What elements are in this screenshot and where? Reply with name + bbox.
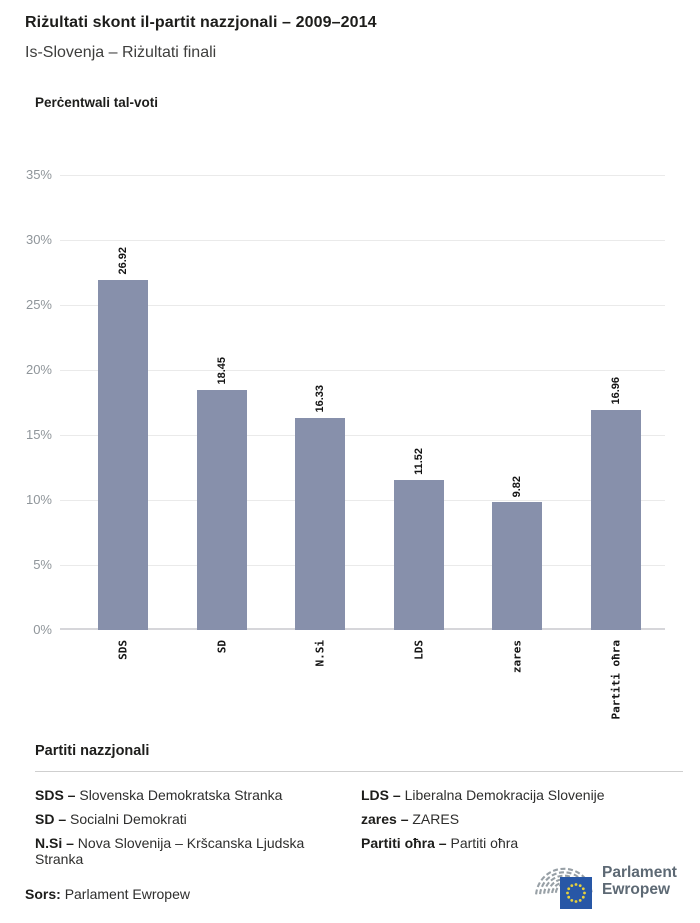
legend-term: LDS –: [361, 787, 401, 803]
bar-value-label: 9.82: [511, 475, 524, 497]
y-tick-label: 10%: [25, 492, 52, 507]
legend-definition: Nova Slovenija – Kršcanska Ljudska Stran…: [35, 835, 305, 867]
legend-item-partiti-ohra: Partiti oħra – Partiti oħra: [361, 835, 681, 859]
x-category-label: Partiti oħra: [609, 640, 623, 720]
x-category-label: SD: [215, 640, 229, 654]
x-axis-line: [60, 628, 665, 630]
bar-value-label: 18.45: [215, 357, 228, 385]
legend-item-lds: LDS – Liberalna Demokracija Slovenije: [361, 787, 681, 811]
y-tick-label: 5%: [33, 557, 52, 572]
source-value: Parlament Ewropew: [64, 886, 190, 902]
bar-SD: [196, 390, 247, 630]
bar-SDS: [98, 280, 149, 630]
page-subtitle: Is-Slovenja – Riżultati finali: [25, 44, 217, 61]
x-category-label: SDS: [116, 640, 130, 660]
y-tick-label: 25%: [25, 297, 52, 312]
legend-term: Partiti oħra –: [361, 835, 447, 851]
y-tick-label: 35%: [25, 167, 52, 182]
european-parliament-logo: Parlament Ewropew: [528, 854, 696, 916]
legend-column-2: LDS – Liberalna Demokracija Slovenije za…: [361, 787, 681, 859]
legend-definition: Socialni Demokrati: [70, 811, 187, 827]
bar-N.Si: [295, 418, 346, 630]
x-category-label: zares: [510, 640, 524, 674]
legend-term: SD –: [35, 811, 67, 827]
gridline: [60, 500, 665, 501]
x-category-label: N.Si: [313, 640, 327, 667]
gridline: [60, 175, 665, 176]
bar-chart-plot-area: 0% 5% 10% 15% 20% 25% 30% 35% 26.92 SDS 18.45 SD 16.…: [26, 167, 665, 719]
legend-divider: [35, 771, 683, 772]
legend-heading: Partiti nazzjonali: [35, 743, 150, 759]
bar-value-label: 11.52: [412, 448, 425, 475]
logo-wordmark-line2: Ewropew: [602, 881, 671, 898]
gridline: [60, 305, 665, 306]
hemicycle-eu-flag-icon: [535, 867, 593, 909]
gridline: [60, 370, 665, 371]
gridline: [60, 240, 665, 241]
bar-Partiti oħra: [590, 410, 641, 630]
legend-definition: Liberalna Demokracija Slovenije: [404, 787, 605, 803]
legend-definition: Slovenska Demokratska Stranka: [79, 787, 283, 803]
legend-item-sds: SDS – Slovenska Demokratska Stranka: [35, 787, 355, 811]
legend-item-zares: zares – ZARES: [361, 811, 681, 835]
y-tick-label: 15%: [25, 427, 52, 442]
legend-term: SDS –: [35, 787, 76, 803]
gridline: [60, 565, 665, 566]
y-tick-label: 20%: [25, 362, 52, 377]
page-title: Riżultati skont il-partit nazzjonali – 2…: [25, 14, 377, 31]
y-tick-label: 30%: [25, 232, 52, 247]
legend-definition: Partiti oħra: [450, 835, 519, 851]
legend-definition: ZARES: [412, 811, 460, 827]
bar-value-label: 16.96: [609, 377, 622, 405]
logo-wordmark: Parlament Ewropew: [602, 864, 677, 898]
bar-value-label: 16.33: [314, 385, 327, 413]
legend-item-sd: SD – Socialni Demokrati: [35, 811, 355, 835]
legend-column-1: SDS – Slovenska Demokratska Stranka SD –…: [35, 787, 355, 867]
legend-term: N.Si –: [35, 835, 74, 851]
logo-wordmark-line1: Parlament: [602, 864, 677, 881]
y-tick-label: 0%: [33, 622, 52, 637]
source-label: Sors:: [25, 886, 61, 902]
source-note: Sors: Parlament Ewropew: [25, 886, 190, 902]
bar-value-label: 26.92: [117, 247, 130, 275]
chart-title: Perċentwali tal-voti: [35, 95, 159, 110]
x-category-label: LDS: [412, 640, 426, 660]
legend-item-nsi: N.Si – Nova Slovenija – Kršcanska Ljudsk…: [35, 835, 355, 867]
gridline: [60, 435, 665, 436]
legend-term: zares –: [361, 811, 409, 827]
bar-LDS: [393, 480, 444, 630]
bar-zares: [492, 502, 543, 630]
